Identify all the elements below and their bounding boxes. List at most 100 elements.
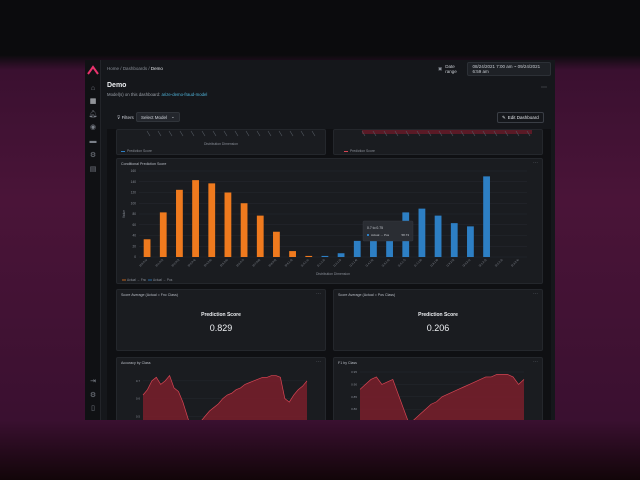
tooltip-box (362, 220, 414, 242)
y-tick-label: 120 (131, 191, 137, 195)
monitor-icon[interactable]: ◉ (89, 124, 97, 131)
x-tick-label: [1.5,1.6) (381, 258, 391, 268)
x-tick-label: [2.3,2.4) (510, 258, 520, 268)
panel-more-icon[interactable]: ⋯ (316, 359, 321, 365)
model-link[interactable]: arize-demo-fraud-model (161, 92, 208, 97)
x-tick-label: [1.8,1.9) (429, 258, 439, 268)
f1-by-class-panel: F1 by Class ⋯ 0.950.900.850.800.750.70 (333, 357, 543, 420)
bar (450, 223, 458, 257)
select-model-dropdown[interactable]: Select Model ⌄ (136, 112, 180, 122)
tick-stub (361, 130, 366, 137)
x-tick-label: [0.2,0.3) (171, 258, 181, 268)
score-value: 0.829 (209, 323, 233, 333)
x-tick-label: [1.2,1.3) (332, 258, 342, 268)
accuracy-area-chart: 0.70.60.50.4 (136, 374, 308, 420)
folder-icon[interactable]: ▬ (89, 138, 97, 145)
breadcrumb-separator: / (120, 66, 122, 71)
tick-stub (438, 130, 443, 137)
tooltip-swatch (367, 234, 369, 236)
panel-more-icon[interactable]: ⋯ (316, 291, 321, 297)
y-tick-label: 0.7 (136, 379, 141, 383)
settings-icon[interactable]: ⚙ (89, 392, 97, 399)
tick-stub (471, 130, 476, 137)
breadcrumb-dashboards[interactable]: Dashboards (122, 66, 148, 71)
logo-icon[interactable] (87, 65, 99, 75)
edit-dashboard-button[interactable]: ✎ Edit Dashboard (497, 112, 544, 123)
gear-icon[interactable]: ⚙ (89, 152, 97, 159)
bar (418, 208, 426, 257)
page-title: Demo (107, 82, 127, 89)
tick-stub (168, 130, 173, 137)
top-right-legend[interactable]: Prediction Score (344, 149, 375, 153)
panel-more-icon[interactable]: ⋯ (533, 359, 538, 365)
home-icon[interactable]: ⌂ (90, 85, 96, 92)
y-tick-label: 0.80 (351, 407, 357, 411)
logout-icon[interactable]: ⇥ (90, 378, 96, 385)
panel-more-icon[interactable]: ⋯ (533, 291, 538, 297)
score-label: Prediction Score (201, 312, 241, 318)
date-range-value[interactable]: 08/24/2021 7:00 am ~ 09/24/2021 6:59 am (467, 61, 551, 76)
bar (289, 251, 296, 257)
book-icon[interactable]: ▯ (91, 405, 95, 412)
bar (208, 183, 216, 257)
x-tick-label: [0.8,0.9) (268, 258, 278, 268)
x-tick-label: [2.1,2.2) (478, 258, 488, 268)
models-line: Model(s) on this dashboard: arize-demo-f… (107, 92, 207, 97)
tick-stub (179, 130, 184, 137)
tick-stub (394, 130, 399, 137)
tick-stub (311, 130, 316, 137)
top-left-mini-axis (146, 130, 316, 137)
x-tick-label: [1.9,2.0) (445, 258, 455, 268)
bar (386, 226, 393, 257)
y-tick-label: 140 (131, 180, 137, 184)
date-range-picker[interactable]: ▣ Date range 08/24/2021 7:00 am ~ 09/24/… (434, 61, 555, 76)
area-remnant (362, 130, 532, 134)
legend-label: Actual → Pos (153, 278, 173, 282)
x-tick-label: [0.5,0.6) (219, 258, 229, 268)
bar (321, 255, 329, 257)
topbar: Home / Dashboards / Demo ▣ Date range 08… (101, 60, 555, 78)
dashboard-icon[interactable]: ▦ (89, 98, 97, 105)
conditional-bar-chart: 0 20 40 60 80 100 120 140 160 Value [0.0,0.1) [0.1,… (122, 169, 527, 282)
x-tick-label: [0.7,0.8) (251, 258, 261, 268)
panel-title: F1 by Class (338, 361, 357, 365)
top-left-panel: Distribution Dimension Prediction Score (116, 129, 326, 155)
tick-stub (515, 130, 520, 137)
chevron-down-icon: ⌄ (171, 114, 175, 119)
tooltip-title: 0.7 to 0.75 (367, 226, 383, 230)
tick-stub (289, 130, 294, 137)
x-tick-label: [0.6,0.7) (235, 258, 245, 268)
top-right-panel: Prediction Score (333, 129, 543, 155)
tick-stub (482, 130, 487, 137)
filter-bar: ⊽ Filters Select Model ⌄ ✎ Edit Dashboar… (107, 107, 551, 129)
panel-title: Accuracy by Class (121, 361, 151, 365)
document-icon[interactable]: ▤ (89, 166, 97, 173)
chart-tooltip: 0.7 to 0.75 Actual → Pos 58.73 (362, 220, 414, 242)
tick-stub (267, 130, 272, 137)
accuracy-by-class-panel: Accuracy by Class ⋯ 0.70.60.50.4 (116, 357, 326, 420)
bar (256, 215, 264, 257)
y-axis-label: Value (122, 210, 126, 218)
score-label: Prediction Score (418, 312, 458, 318)
tick-stub (146, 130, 151, 137)
bar (483, 176, 490, 257)
x-tick-label: [2.0,2.1) (462, 258, 472, 268)
bar (353, 240, 361, 257)
sidebar: ⌂ ▦ 🔔︎ ◉ ▬ ⚙ ▤ ⇥ ⚙ ▯ (85, 60, 101, 420)
bar (240, 203, 248, 257)
y-tick-label: 0 (134, 255, 136, 259)
y-tick-label: 60 (132, 223, 136, 227)
breadcrumb-home[interactable]: Home (107, 66, 120, 71)
area-line (359, 374, 525, 420)
bell-icon[interactable]: 🔔︎ (88, 111, 98, 118)
panel-more-icon[interactable]: ⋯ (533, 160, 538, 166)
legend-swatch (121, 150, 125, 152)
y-tick-label: 0.6 (136, 397, 141, 401)
score-average-neg-panel: Score Average (Actual = Fnc Class) ⋯ Pre… (116, 289, 326, 351)
filters-label[interactable]: ⊽ Filters (117, 115, 134, 120)
tick-stub (493, 130, 498, 137)
more-options-icon[interactable]: ⋯ (541, 85, 547, 91)
y-tick-label: 80 (132, 212, 136, 216)
top-left-legend[interactable]: Prediction Score (121, 149, 152, 153)
bar (224, 192, 232, 257)
